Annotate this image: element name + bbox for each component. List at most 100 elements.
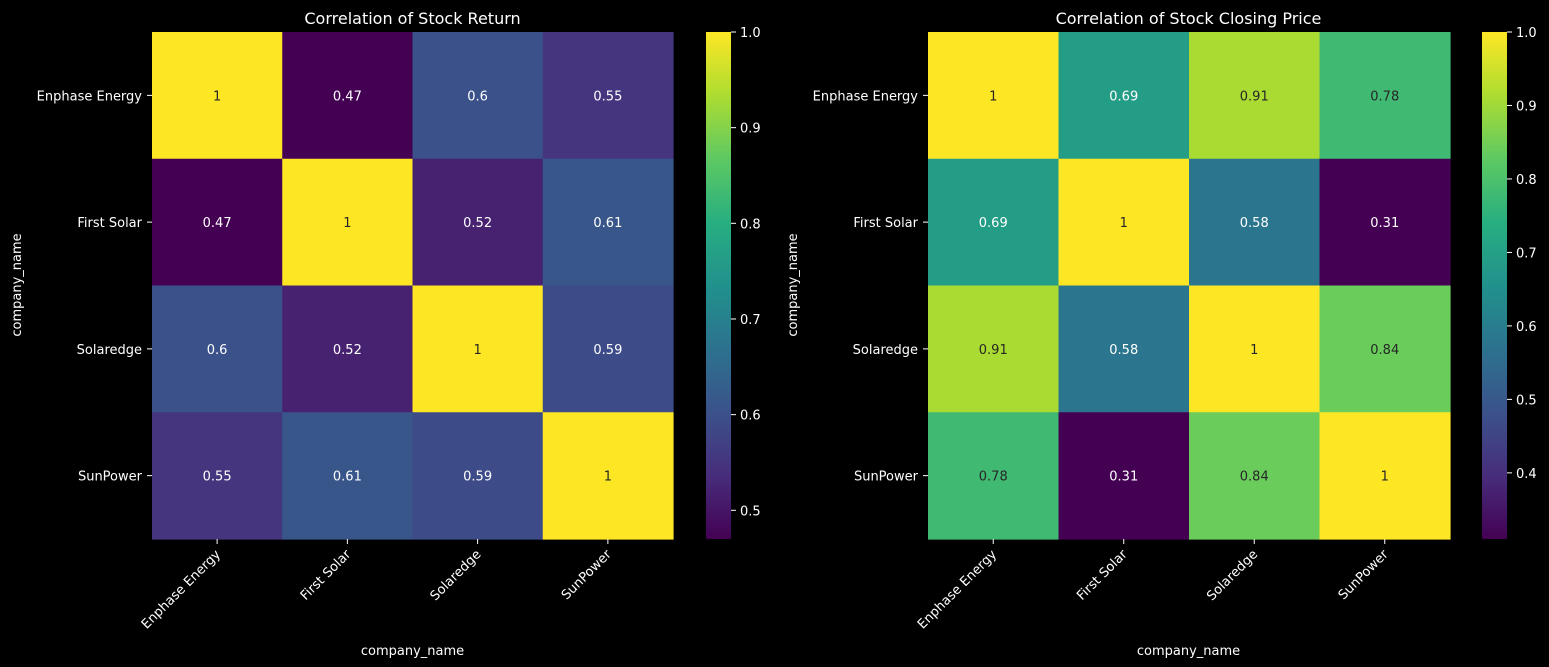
- heatmap-cell-solaredge-solaredge: [412, 285, 544, 413]
- cell-value-label: 0.58: [1240, 216, 1269, 231]
- x-axis-label: company_name: [1137, 644, 1240, 659]
- heatmap-cells: 1 0.69 0.91 0.78 0.69 1 0.58 0.31 0.91 0.58 1 0.84 0…: [928, 32, 1451, 540]
- heatmap-cell-sunpower-sunpower: [1319, 412, 1451, 540]
- heatmap-cell-enphase-energy-sunpower: [542, 32, 674, 160]
- cell-value-label: 0.69: [1109, 89, 1138, 104]
- cell-value-label: 0.55: [203, 470, 232, 485]
- y-axis-label: company_name: [786, 233, 801, 336]
- y-tick-label-solaredge: Solaredge: [77, 343, 142, 358]
- colorbar-tick-label: 0.6: [740, 409, 761, 424]
- heatmap-cell-enphase-energy-sunpower: [1319, 32, 1451, 160]
- heatmap-cell-sunpower-first-solar: [282, 412, 414, 540]
- cell-value-label: 0.78: [1370, 89, 1399, 104]
- y-tick-label-first-solar: First Solar: [77, 216, 142, 231]
- y-tick-label-first-solar: First Solar: [853, 216, 918, 231]
- cell-value-label: 0.6: [467, 89, 488, 104]
- cell-value-label: 1: [213, 89, 221, 104]
- colorbar-ticks: 0.4 0.5 0.6 0.7 0.8 0.9 1.0: [1507, 26, 1537, 482]
- colorbar-tick-label: 0.6: [1516, 320, 1537, 335]
- cell-value-label: 0.31: [1109, 470, 1138, 485]
- colorbar-tick-label: 0.5: [1516, 393, 1537, 408]
- heatmap-cell-sunpower-first-solar: [1058, 412, 1190, 540]
- heatmap-cell-first-solar-enphase-energy: [928, 158, 1060, 287]
- x-axis-label: company_name: [361, 644, 464, 659]
- x-tick-labels: Enphase Energy First Solar Solaredge SunPow…: [915, 539, 1392, 632]
- heatmap-cell-enphase-energy-solaredge: [412, 32, 544, 160]
- x-tick-label-first-solar: First Solar: [298, 547, 355, 604]
- x-tick-label-first-solar: First Solar: [1074, 547, 1131, 604]
- heatmap-cell-first-solar-solaredge: [412, 158, 544, 287]
- cell-value-label: 0.31: [1370, 216, 1399, 231]
- cell-value-label: 0.47: [333, 89, 362, 104]
- y-tick-label-enphase-energy: Enphase Energy: [37, 89, 143, 104]
- cell-value-label: 1: [1250, 343, 1258, 358]
- x-tick-label-solaredge: Solaredge: [428, 547, 485, 604]
- cell-value-label: 0.6: [207, 343, 228, 358]
- colorbar: 0.5 0.6 0.7 0.8 0.9 1.0: [706, 26, 761, 539]
- heatmap-cell-sunpower-enphase-energy: [152, 412, 283, 540]
- chart-title: Correlation of Stock Closing Price: [1056, 9, 1322, 28]
- heatmap-cell-sunpower-enphase-energy: [928, 412, 1060, 540]
- cell-value-label: 1: [989, 89, 997, 104]
- colorbar-gradient: [706, 32, 731, 539]
- cell-value-label: 0.59: [463, 470, 492, 485]
- cell-value-label: 0.84: [1240, 470, 1269, 485]
- x-tick-label-sunpower: SunPower: [559, 547, 615, 603]
- y-tick-label-enphase-energy: Enphase Energy: [813, 89, 919, 104]
- x-tick-label-solaredge: Solaredge: [1204, 547, 1261, 604]
- cell-value-label: 0.47: [203, 216, 232, 231]
- cell-value-label: 1: [604, 470, 612, 485]
- y-tick-label-sunpower: SunPower: [854, 470, 919, 485]
- chart-title: Correlation of Stock Return: [304, 9, 520, 28]
- heatmap-cell-first-solar-sunpower: [542, 158, 674, 287]
- heatmap-cell-enphase-energy-enphase-energy: [928, 32, 1060, 160]
- x-tick-label-enphase-energy: Enphase Energy: [139, 547, 224, 632]
- y-tick-labels: Enphase Energy First Solar Solaredge SunPow…: [813, 89, 928, 485]
- heatmap-cell-enphase-energy-first-solar: [1058, 32, 1190, 160]
- colorbar-tick-label: 0.5: [740, 504, 761, 519]
- heatmap-cell-enphase-energy-enphase-energy: [152, 32, 283, 160]
- y-tick-label-solaredge: Solaredge: [853, 343, 918, 358]
- y-tick-labels: Enphase Energy First Solar Solaredge SunPow…: [37, 89, 152, 485]
- cell-value-label: 0.59: [593, 343, 622, 358]
- heatmap-cell-solaredge-first-solar: [282, 285, 414, 413]
- cell-value-label: 0.61: [593, 216, 622, 231]
- heatmap-cell-enphase-energy-solaredge: [1189, 32, 1321, 160]
- cell-value-label: 1: [1381, 470, 1389, 485]
- heatmap-cell-first-solar-solaredge: [1189, 158, 1321, 287]
- heatmap-cell-solaredge-first-solar: [1058, 285, 1190, 413]
- y-axis-label: company_name: [10, 233, 25, 336]
- colorbar: 0.4 0.5 0.6 0.7 0.8 0.9 1.0: [1482, 26, 1537, 539]
- heatmap-cell-solaredge-enphase-energy: [152, 285, 283, 413]
- heatmap-stock-return: Correlation of Stock Return 1 0.47 0.6 0.55…: [10, 9, 761, 659]
- cell-value-label: 1: [473, 343, 481, 358]
- heatmap-cell-first-solar-first-solar: [282, 158, 414, 287]
- colorbar-tick-label: 1.0: [1516, 26, 1537, 41]
- heatmap-cell-sunpower-sunpower: [542, 412, 674, 540]
- cell-value-label: 0.91: [1240, 89, 1269, 104]
- heatmap-cells: 1 0.47 0.6 0.55 0.47 1 0.52 0.61 0.6 0.52 1 0.59 0.5…: [152, 32, 674, 540]
- cell-value-label: 1: [1120, 216, 1128, 231]
- heatmap-cell-first-solar-sunpower: [1319, 158, 1451, 287]
- cell-value-label: 0.52: [333, 343, 362, 358]
- heatmap-cell-solaredge-enphase-energy: [928, 285, 1060, 413]
- x-tick-labels: Enphase Energy First Solar Solaredge SunPow…: [139, 539, 615, 632]
- cell-value-label: 0.58: [1109, 343, 1138, 358]
- colorbar-tick-label: 0.8: [1516, 173, 1537, 188]
- cell-value-label: 0.69: [979, 216, 1008, 231]
- cell-value-label: 0.52: [463, 216, 492, 231]
- colorbar-ticks: 0.5 0.6 0.7 0.8 0.9 1.0: [731, 26, 761, 519]
- cell-value-label: 0.61: [333, 470, 362, 485]
- heatmap-cell-solaredge-sunpower: [542, 285, 674, 413]
- heatmap-cell-sunpower-solaredge: [412, 412, 544, 540]
- heatmap-cell-solaredge-sunpower: [1319, 285, 1451, 413]
- colorbar-tick-label: 0.7: [1516, 246, 1537, 261]
- cell-value-label: 0.84: [1370, 343, 1399, 358]
- heatmap-stock-closing-price: Correlation of Stock Closing Price 1 0.69…: [786, 9, 1537, 659]
- colorbar-tick-label: 0.9: [740, 122, 761, 137]
- cell-value-label: 0.91: [979, 343, 1008, 358]
- heatmap-cell-enphase-energy-first-solar: [282, 32, 414, 160]
- x-tick-label-enphase-energy: Enphase Energy: [915, 547, 1000, 632]
- colorbar-tick-label: 0.4: [1516, 467, 1537, 482]
- heatmap-cell-sunpower-solaredge: [1189, 412, 1321, 540]
